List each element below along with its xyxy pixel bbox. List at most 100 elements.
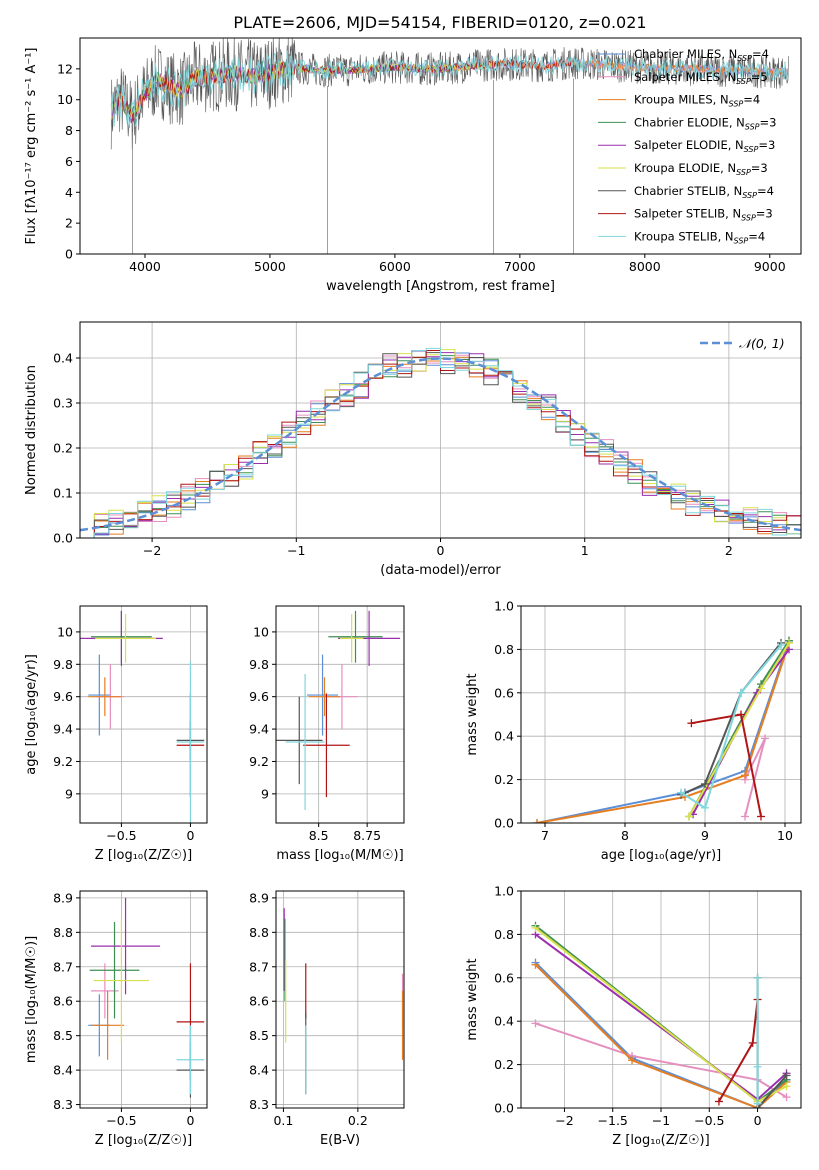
tick-label-y: 9.6 <box>249 689 269 704</box>
tick-label-y: 8.3 <box>249 1097 269 1112</box>
tick-label-y: 8.4 <box>249 1063 269 1078</box>
axis-label-y: mass [log₁₀(M/M☉)] <box>24 936 39 1063</box>
axis-label-y: Normed distribution <box>24 365 39 495</box>
tick-label-y: 2 <box>65 216 73 231</box>
tick-label-y: 0.6 <box>494 685 514 700</box>
tick-label-x: −2 <box>555 1113 573 1128</box>
tick-label-y: 8.8 <box>53 925 73 940</box>
mass_vs_ebv-axes: 0.1 0.2 8.3 8.4 8.5 8.6 8.7 8.8 8.9 E(B-V) <box>249 890 404 1148</box>
residual-legend: 𝒩(0, 1) <box>700 336 785 351</box>
tick-label-y: 8.7 <box>53 959 73 974</box>
age_vs_Z-axes: −0.5 0 9 9.2 9.4 9.6 9.8 10 Z [log₁₀(Z/Z☉)] age [… <box>24 606 207 863</box>
tick-label-y: 0.8 <box>494 927 514 942</box>
legend-label: Kroupa STELIB, NSSP=4 <box>634 229 765 245</box>
axis-label-x: E(B-V) <box>320 1133 360 1148</box>
age_vs_mass-axes: 8.5 8.75 9 9.2 9.4 9.6 9.8 10 mass [log₁₀(M/M☉)] <box>249 606 404 863</box>
tick-label-x: 1 <box>581 543 589 558</box>
spectrum-legend: Chabrier MILES, NSSP=4 Salpeter MILES, NS… <box>598 47 776 245</box>
series-line-kroupa_elodie <box>688 642 790 817</box>
plot-frame <box>275 605 405 824</box>
tick-label-y: 9.8 <box>53 657 73 672</box>
tick-label-x: 7 <box>541 828 549 843</box>
spectrum-lines <box>110 38 789 254</box>
tick-label-y: 9.8 <box>249 657 269 672</box>
tick-label-x: 9000 <box>754 259 786 274</box>
tick-label-y: 12 <box>57 61 73 76</box>
tick-label-x: 8000 <box>629 259 661 274</box>
axis-label-x: age [log₁₀(age/yr)] <box>601 848 722 863</box>
axis-label-y: Flux [fλ10⁻¹⁷ erg cm⁻² s⁻¹ A⁻¹] <box>24 48 39 245</box>
tick-label-y: 6 <box>65 154 73 169</box>
axis-label-x: Z [log₁₀(Z/Z☉)] <box>95 1133 192 1148</box>
spectrum-series-chabrier_stelib <box>110 38 789 150</box>
legend-label: Chabrier ELODIE, NSSP=3 <box>634 115 776 131</box>
tick-label-y: 0.8 <box>494 642 514 657</box>
axis-label-x: Z [log₁₀(Z/Z☉)] <box>95 848 192 863</box>
legend-label: Kroupa ELODIE, NSSP=3 <box>634 161 768 177</box>
tick-label-x: 0.1 <box>273 1113 293 1128</box>
tick-label-x: 8.75 <box>353 828 381 843</box>
tick-label-y: 0.3 <box>53 396 73 411</box>
tick-label-y: 10 <box>253 624 269 639</box>
mass_vs_ebv-points <box>283 908 404 1095</box>
tick-label-y: 4 <box>65 185 73 200</box>
legend-label: Salpeter ELODIE, NSSP=3 <box>634 138 775 154</box>
legend-label: Salpeter STELIB, NSSP=3 <box>634 207 773 223</box>
tick-label-y: 0.0 <box>494 816 514 831</box>
tick-label-y: 0.0 <box>53 531 73 546</box>
tick-label-y: 0.6 <box>494 970 514 985</box>
tick-label-y: 8.6 <box>53 994 73 1009</box>
tick-label-y: 9.2 <box>53 754 73 769</box>
age_vs_Z-points <box>80 610 205 823</box>
tick-label-y: 8.5 <box>249 1028 269 1043</box>
legend-label: 𝒩(0, 1) <box>739 336 785 351</box>
tick-label-y: 8 <box>65 123 73 138</box>
age_vs_mass-points <box>276 610 401 811</box>
tick-label-y: 9.6 <box>53 689 73 704</box>
tick-label-x: 5000 <box>254 259 286 274</box>
plot-frame <box>275 890 405 1109</box>
legend-label: Chabrier STELIB, NSSP=4 <box>634 184 774 200</box>
tick-label-x: −0.5 <box>694 1113 724 1128</box>
tick-label-y: 8.8 <box>249 925 269 940</box>
tick-label-x: −0.5 <box>106 1113 136 1128</box>
tick-label-x: 2 <box>725 543 733 558</box>
mass_vs_Z-points <box>88 897 205 1098</box>
tick-label-x: 8 <box>621 828 629 843</box>
tick-label-x: 0 <box>186 828 194 843</box>
tick-label-y: 8.6 <box>249 994 269 1009</box>
tick-label-x: 10 <box>777 828 793 843</box>
plot-frame <box>520 605 802 824</box>
spectrum-series-kroupa_stelib <box>110 50 789 129</box>
tick-label-y: 0.2 <box>494 772 514 787</box>
tick-label-x: 0 <box>186 1113 194 1128</box>
axis-label-x: mass [log₁₀(M/M☉)] <box>276 848 403 863</box>
tick-label-x: −2 <box>143 543 161 558</box>
tick-label-y: 0.2 <box>494 1057 514 1072</box>
axis-label-y: mass weight <box>465 958 480 1040</box>
tick-label-x: 9 <box>701 828 709 843</box>
axis-label-y: age [log₁₀(age/yr)] <box>24 654 39 775</box>
tick-label-y: 9 <box>65 786 73 801</box>
spectrum-axes: 4000 5000 6000 7000 8000 9000 0 2 4 6 8 10 12 wavelen… <box>24 48 786 295</box>
tick-label-y: 8.3 <box>53 1097 73 1112</box>
tick-label-y: 8.5 <box>53 1028 73 1043</box>
tick-label-y: 0.1 <box>53 486 73 501</box>
figure-title: PLATE=2606, MJD=54154, FIBERID=0120, z=0… <box>233 13 646 32</box>
tick-label-y: 1.0 <box>494 884 514 899</box>
plots-layer: 4000 5000 6000 7000 8000 9000024681012wavelen… <box>24 37 802 1148</box>
axis-label-x: wavelength [Angstrom, rest frame] <box>326 279 555 294</box>
mass_weight_vs_Z-axes: −2 −1.5 −1 −0.5 0 0.0 0.2 0.4 0.6 0.8 1.0 Z [log₁₀(… <box>465 884 801 1148</box>
mass_vs_Z-axes: −0.5 0 8.3 8.4 8.5 8.6 8.7 8.8 8.9 Z [log₁₀(Z/Z☉)… <box>24 890 207 1148</box>
tick-label-x: 7000 <box>504 259 536 274</box>
tick-label-y: 0.4 <box>53 351 73 366</box>
legend-label: Salpeter MILES, NSSP=5 <box>634 70 768 86</box>
tick-label-x: 0 <box>437 543 445 558</box>
tick-label-x: 8.5 <box>309 828 329 843</box>
tick-label-y: 0.2 <box>53 441 73 456</box>
tick-label-x: −1.5 <box>598 1113 628 1128</box>
plot-frame <box>520 890 802 1109</box>
mass_weight_vs_age-series <box>533 636 793 823</box>
axis-label-x: (data-model)/error <box>380 563 501 578</box>
